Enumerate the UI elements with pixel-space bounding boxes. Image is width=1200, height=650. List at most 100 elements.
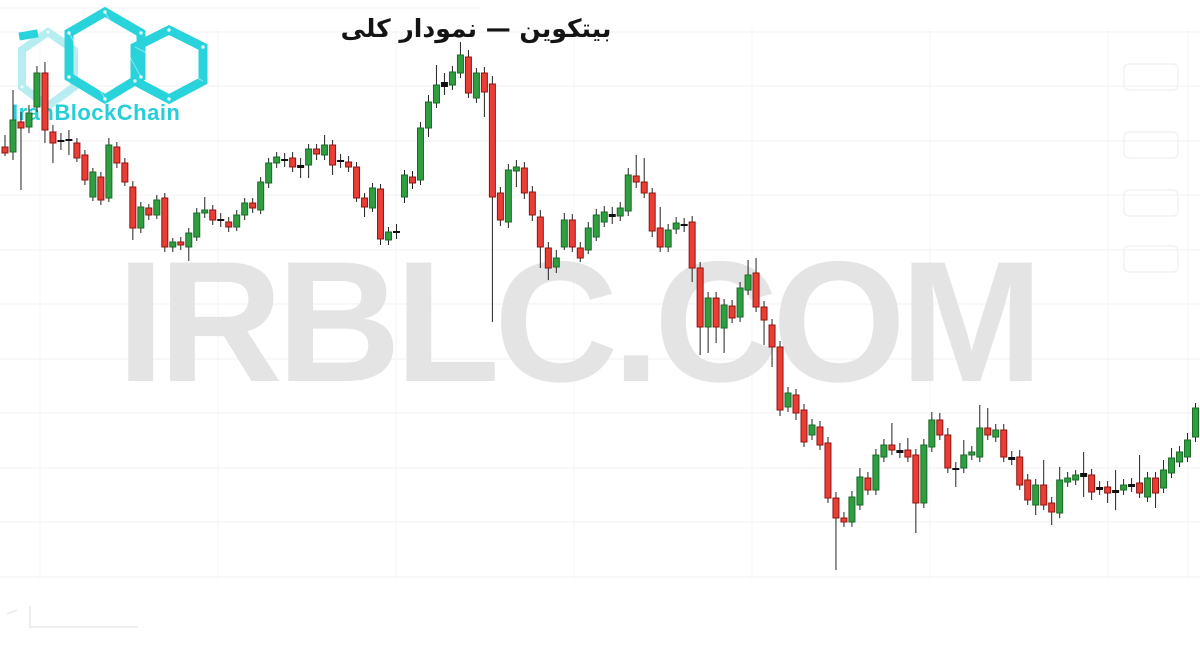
candle: [784, 387, 792, 412]
candle: [1096, 481, 1104, 495]
candle: [337, 154, 345, 168]
candle: [113, 142, 121, 168]
candle: [704, 292, 712, 353]
candle: [281, 153, 289, 167]
candle: [209, 205, 217, 225]
candle: [25, 105, 33, 133]
candle: [632, 155, 640, 188]
candle: [960, 440, 968, 473]
candle: [840, 512, 848, 527]
candle: [297, 158, 305, 178]
candle: [776, 341, 784, 416]
candle: [520, 162, 528, 199]
candle: [41, 62, 49, 143]
candle: [289, 152, 297, 172]
candle: [137, 202, 145, 233]
candle: [185, 228, 193, 261]
candle: [920, 439, 928, 508]
candle: [1, 135, 9, 156]
candle: [728, 300, 736, 323]
candle: [744, 260, 752, 295]
candle: [1128, 478, 1136, 492]
candle: [121, 158, 129, 186]
candle: [1008, 451, 1016, 465]
candle: [305, 144, 313, 178]
candle: [1024, 474, 1032, 505]
candle: [576, 242, 584, 262]
candle: [1000, 424, 1008, 462]
candle: [640, 158, 648, 198]
candle: [1088, 469, 1096, 500]
candle: [592, 209, 600, 241]
page-title: بیتکوین — نمودار کلی: [340, 14, 612, 43]
candle: [1072, 470, 1080, 485]
candle: [1056, 467, 1064, 518]
candle: [648, 188, 656, 237]
candle: [233, 210, 241, 231]
candle: [432, 65, 440, 108]
candle: [544, 242, 552, 280]
candle: [249, 198, 257, 213]
candle: [401, 170, 408, 203]
candle: [968, 446, 976, 460]
candle: [824, 437, 832, 503]
candle: [528, 186, 536, 221]
candle: [440, 73, 448, 95]
candle: [792, 389, 800, 420]
candle: [65, 130, 73, 155]
candle: [9, 90, 17, 160]
candle: [896, 443, 904, 458]
candle: [353, 162, 361, 202]
candle: [504, 164, 512, 228]
candle: [17, 112, 25, 190]
candle: [225, 217, 233, 232]
candle: [265, 158, 273, 188]
candle: [888, 423, 896, 455]
candle: [81, 150, 89, 185]
candle: [568, 214, 576, 252]
candle: [664, 224, 672, 252]
candle: [768, 319, 776, 367]
candle: [608, 207, 616, 224]
candle: [688, 216, 696, 282]
candle: [816, 421, 824, 450]
candle: [1120, 479, 1128, 495]
candle: [1176, 446, 1184, 467]
candle: [712, 292, 720, 343]
candle: [161, 193, 169, 252]
candle: [385, 227, 393, 245]
candle: [560, 213, 568, 250]
candle: [472, 68, 480, 103]
candle: [496, 187, 504, 226]
candle: [257, 177, 265, 214]
candle: [321, 135, 329, 160]
candle: [1040, 460, 1048, 510]
candle: [169, 238, 177, 252]
candle: [1016, 450, 1024, 490]
candle: [1136, 455, 1144, 498]
candle: [720, 299, 728, 353]
candle: [984, 408, 992, 440]
candle: [1104, 481, 1112, 503]
candle: [1152, 472, 1160, 508]
candle: [1112, 470, 1120, 510]
candle: [536, 210, 544, 268]
candle: [361, 193, 369, 217]
candle: [393, 224, 401, 239]
candle: [129, 181, 137, 240]
candle: [1032, 479, 1040, 515]
candle: [480, 67, 488, 117]
candle: [97, 172, 105, 205]
candle: [345, 156, 353, 172]
candle: [33, 66, 41, 112]
candle: [624, 168, 632, 216]
candle: [329, 140, 337, 175]
candle: [760, 301, 768, 345]
candle: [680, 218, 688, 232]
candle: [153, 195, 161, 219]
candle: [864, 472, 872, 495]
candle: [512, 160, 520, 187]
candle: [377, 184, 385, 245]
candle: [1144, 472, 1152, 502]
